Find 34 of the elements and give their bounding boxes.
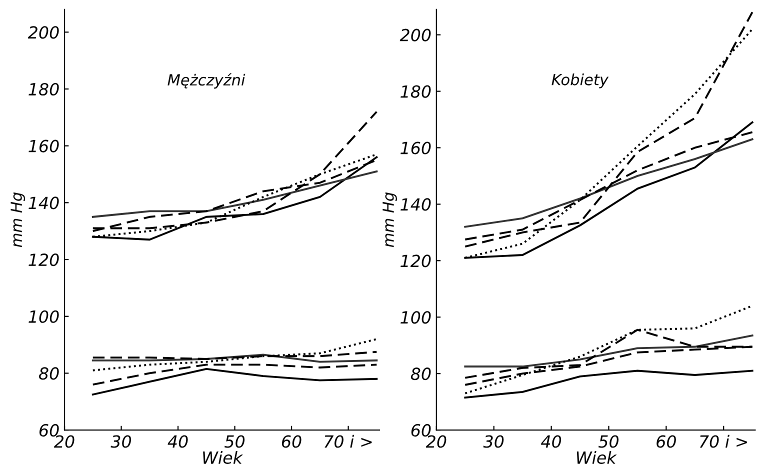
x-tick-label: 50	[224, 435, 245, 448]
x-tick-label: 60	[656, 435, 676, 448]
y-tick-label: 60	[39, 424, 59, 437]
y-tick-label: 60	[411, 424, 431, 437]
x-tick-label: 20	[426, 435, 446, 448]
x-axis-title: Wiek	[576, 451, 617, 464]
y-tick-label: 160	[28, 140, 59, 152]
y-tick-label: 200	[28, 26, 59, 39]
x-tick-label: 40	[168, 435, 188, 448]
y-tick-label: 80	[39, 367, 59, 380]
x-tick-label: 70 i >	[700, 434, 748, 448]
y-tick-label: 80	[410, 368, 431, 380]
y-tick-label: 180	[400, 85, 431, 98]
x-tick-label: 20	[54, 435, 74, 448]
x-axis-title: Wiek	[203, 451, 244, 464]
y-tick-label: 180	[28, 82, 59, 96]
y-axis-title: mm Hg	[10, 192, 26, 248]
text: Kobiety	[552, 74, 609, 88]
y-tick-label: 140	[28, 196, 59, 210]
text: Mężczyźni	[168, 73, 246, 89]
x-tick-label: 60	[282, 435, 302, 448]
y-tick-label: 160	[400, 142, 431, 154]
x-tick-label: 70 i >	[324, 434, 372, 448]
y-tick-label: 120	[400, 254, 431, 268]
y-axis-title: mm Hg	[382, 192, 397, 248]
y-tick-label: 140	[400, 198, 431, 211]
y-tick-label: 120	[28, 253, 59, 266]
y-tick-label: 200	[400, 28, 431, 42]
x-tick-label: 30	[110, 435, 132, 448]
y-tick-label: 100	[400, 311, 431, 324]
x-tick-label: 30	[483, 435, 504, 448]
x-tick-label: 40	[541, 435, 562, 448]
y-tick-label: 100	[28, 310, 59, 323]
x-tick-label: 50	[598, 435, 619, 448]
